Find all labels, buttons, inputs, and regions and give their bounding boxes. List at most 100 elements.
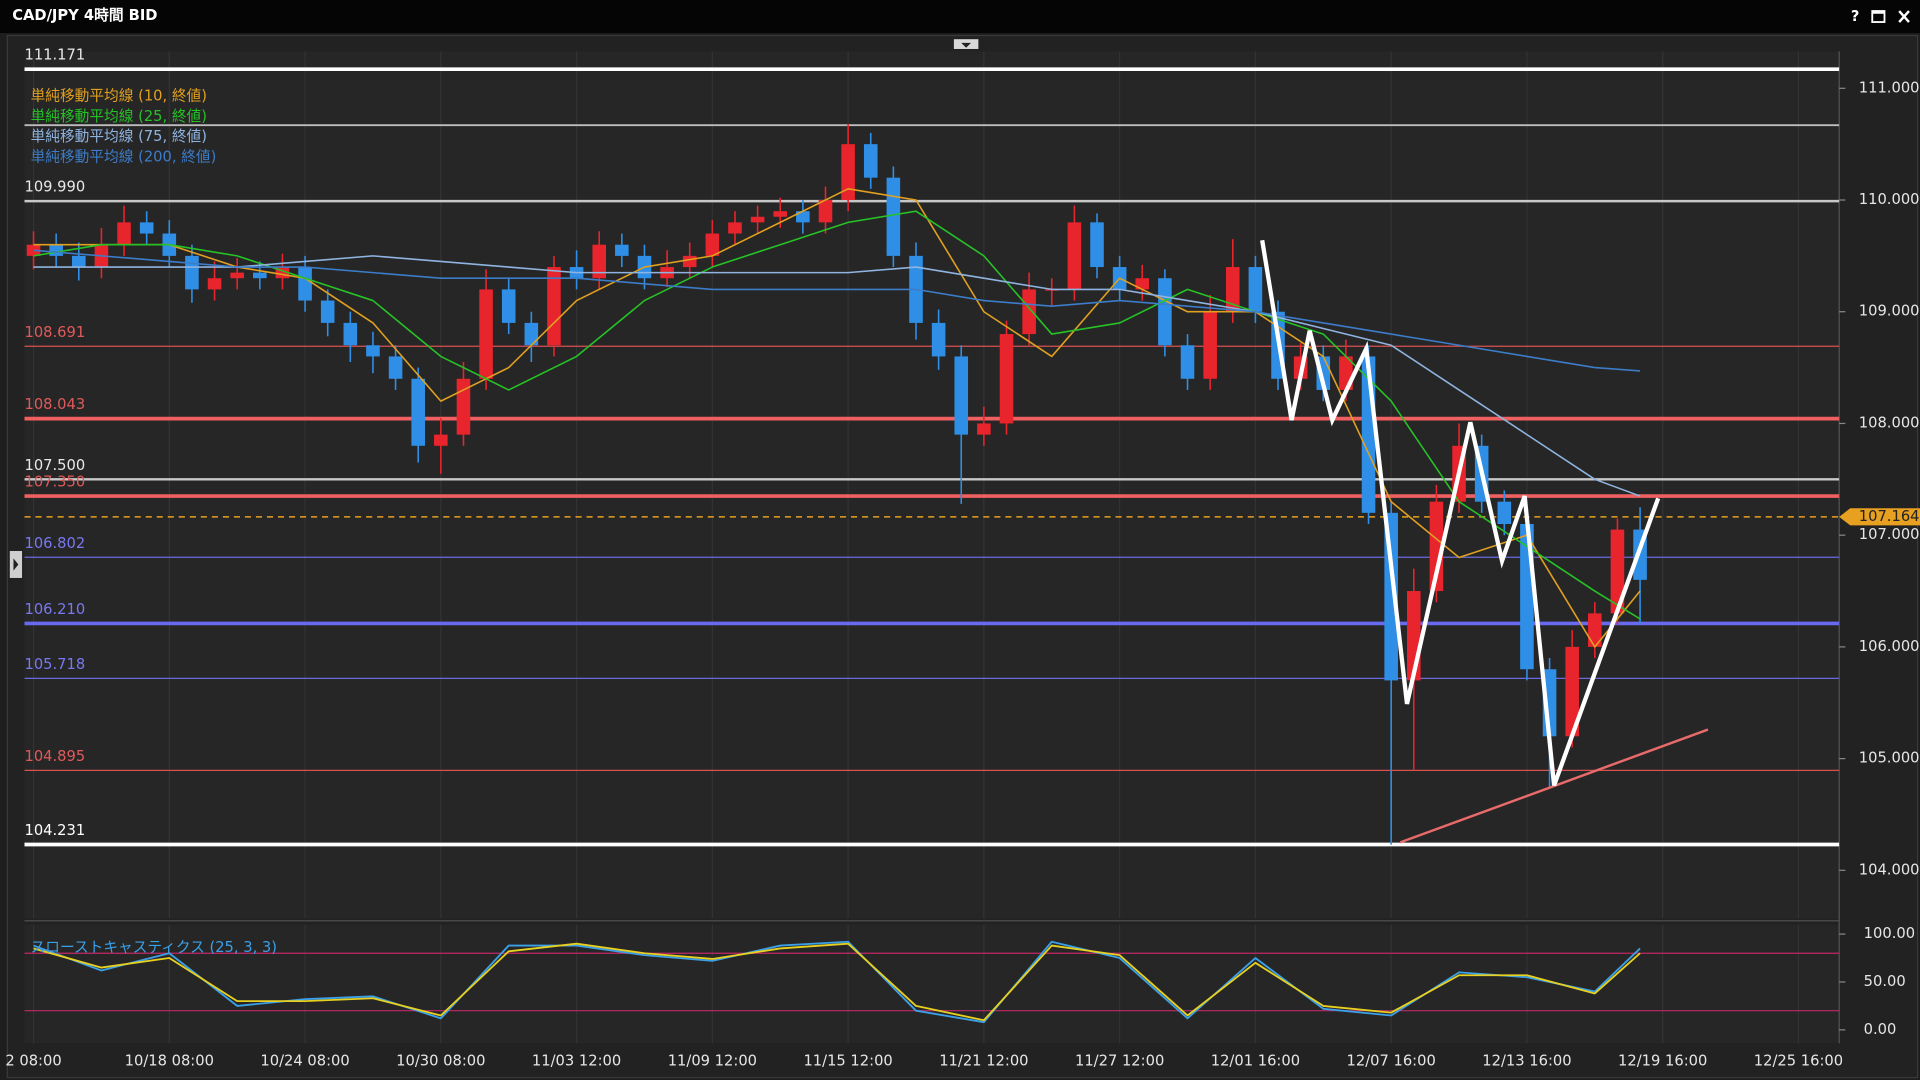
candle-body — [592, 244, 607, 279]
trend-line — [1399, 728, 1709, 844]
candle-body — [1429, 501, 1444, 592]
candle-body — [411, 378, 425, 446]
main-plot-area — [24, 51, 1840, 919]
candle-body — [275, 267, 290, 279]
y-tick-label: 106.000 — [1859, 638, 1920, 655]
y-tick-label: 111.000 — [1859, 79, 1920, 96]
candle-body — [434, 434, 448, 446]
candle-body — [1090, 222, 1104, 268]
candle-body — [682, 255, 697, 268]
close-button[interactable] — [1898, 10, 1910, 23]
y-tick-label: 104.000 — [1859, 861, 1920, 878]
stochastic-plot-area — [24, 924, 1840, 1044]
candle-body — [1610, 529, 1625, 614]
price-level-label: 108.043 — [24, 396, 85, 413]
y-tick-label: 108.000 — [1859, 414, 1920, 431]
x-tick-label: 11/09 12:00 — [668, 1053, 757, 1070]
candle-body — [1180, 345, 1195, 379]
price-level-label: 105.718 — [24, 656, 85, 673]
x-tick-label: 12/25 16:00 — [1754, 1053, 1843, 1070]
candle-body — [931, 322, 946, 357]
candle-body — [863, 144, 878, 178]
candle-body — [456, 378, 471, 435]
maximize-button[interactable] — [1871, 10, 1886, 23]
candle-body — [479, 289, 493, 379]
candle-body — [886, 177, 901, 256]
candle-body — [1588, 613, 1602, 647]
price-level-label: 106.210 — [24, 601, 85, 618]
candle-body — [728, 222, 742, 234]
legend-entry: 単純移動平均線 (200, 終値) — [31, 148, 217, 165]
x-tick-label: 12/13 16:00 — [1482, 1053, 1571, 1070]
x-tick-label: 12/07 16:00 — [1347, 1053, 1436, 1070]
candle-body — [185, 255, 199, 290]
candle-body — [320, 300, 335, 323]
title-bar — [0, 0, 1920, 34]
x-tick-label: 11/03 12:00 — [532, 1053, 621, 1070]
window-title: CAD/JPY 4時間 BID — [12, 6, 157, 24]
price-level-label: 106.802 — [24, 535, 85, 552]
candle-body — [977, 423, 991, 435]
legend-entry: 単純移動平均線 (10, 終値) — [31, 88, 207, 105]
candle-body — [1158, 278, 1172, 346]
candle-body — [750, 216, 765, 223]
candle-body — [1022, 289, 1036, 335]
candle-body — [524, 322, 539, 346]
candle-body — [1497, 501, 1512, 524]
candle-body — [139, 222, 154, 234]
x-tick-label: 10/30 08:00 — [396, 1053, 485, 1070]
candle-body — [1203, 311, 1217, 379]
price-level-label: 108.691 — [24, 324, 85, 341]
price-level-label: 107.350 — [24, 474, 85, 491]
x-tick-label: 11/15 12:00 — [803, 1053, 892, 1070]
pattern-line — [1260, 239, 1661, 787]
y-tick-label: 110.000 — [1859, 191, 1920, 208]
x-tick-label: 2 08:00 — [5, 1053, 61, 1070]
candle-body — [705, 233, 720, 256]
x-tick-label: 11/27 12:00 — [1075, 1053, 1164, 1070]
stochastic-line — [33, 940, 1641, 1024]
price-level-label: 111.171 — [24, 47, 85, 64]
candle-body — [343, 322, 358, 346]
panel-toggle[interactable] — [953, 39, 979, 49]
candle-body — [615, 244, 629, 256]
candle-body — [1225, 267, 1240, 312]
moving-average-line — [33, 249, 1641, 372]
candle-body — [1248, 267, 1263, 312]
current-price-label: 107.164 — [1859, 508, 1920, 525]
candle-body — [366, 345, 380, 357]
current-price-tag — [1839, 508, 1920, 526]
y-tick-label: 107.000 — [1859, 526, 1920, 543]
candle-body — [773, 211, 788, 217]
candle-body — [298, 267, 312, 301]
y-tick-label: 105.000 — [1859, 750, 1920, 767]
moving-average-line — [33, 210, 1641, 620]
stochastic-legend: スローストキャスティクス (25, 3, 3) — [31, 939, 277, 956]
candle-body — [207, 278, 222, 290]
legend-entry: 単純移動平均線 (75, 終値) — [31, 128, 207, 145]
stochastic-line — [33, 942, 1641, 1022]
candle-body — [796, 211, 810, 223]
candle-body — [1067, 222, 1082, 290]
candle-body — [818, 200, 833, 223]
candle-body — [501, 289, 516, 323]
side-handle[interactable] — [9, 551, 23, 578]
stochastic-tick-label: 100.00 — [1864, 925, 1915, 942]
price-level-label: 107.500 — [24, 457, 85, 474]
candle-body — [49, 244, 63, 256]
x-tick-label: 11/21 12:00 — [939, 1053, 1028, 1070]
y-tick-label: 109.000 — [1859, 303, 1920, 320]
legend-entry: 単純移動平均線 (25, 終値) — [31, 108, 207, 125]
x-tick-label: 10/24 08:00 — [260, 1053, 349, 1070]
price-level-label: 104.895 — [24, 748, 85, 765]
stochastic-tick-label: 0.00 — [1864, 1021, 1897, 1038]
candle-body — [230, 272, 244, 279]
price-level-label: 104.231 — [24, 822, 85, 839]
help-button[interactable]: ? — [1851, 8, 1860, 25]
x-tick-label: 12/19 16:00 — [1618, 1053, 1707, 1070]
moving-average-line — [33, 255, 1641, 497]
x-tick-label: 12/01 16:00 — [1211, 1053, 1300, 1070]
candle-body — [999, 334, 1014, 424]
